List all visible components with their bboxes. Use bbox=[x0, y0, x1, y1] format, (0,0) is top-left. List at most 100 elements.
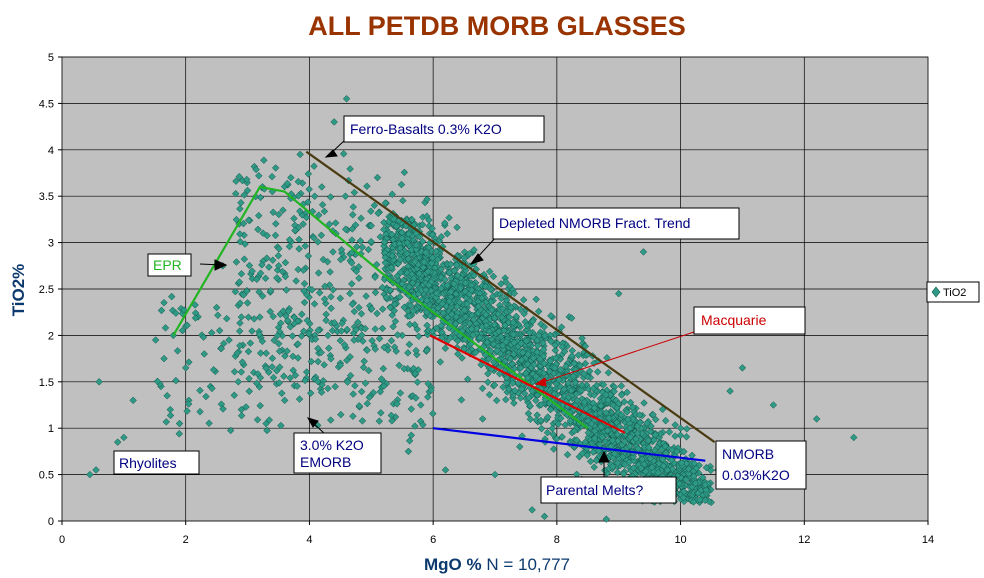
y-axis-label: TiO2% bbox=[9, 264, 28, 317]
data-point bbox=[303, 316, 312, 325]
data-point bbox=[584, 429, 593, 437]
data-point bbox=[428, 231, 437, 239]
data-point bbox=[540, 359, 549, 368]
data-point bbox=[484, 378, 492, 386]
data-point bbox=[405, 437, 414, 445]
data-point bbox=[404, 447, 413, 456]
data-point bbox=[467, 286, 476, 294]
data-point bbox=[295, 235, 303, 244]
data-point bbox=[441, 466, 450, 474]
data-point bbox=[446, 334, 455, 342]
data-point bbox=[388, 417, 396, 425]
data-point bbox=[460, 254, 469, 262]
data-point bbox=[232, 215, 241, 224]
data-point bbox=[350, 188, 359, 197]
data-point bbox=[419, 421, 427, 429]
data-point bbox=[597, 423, 605, 431]
data-point bbox=[573, 436, 581, 444]
annotation-epr: EPR bbox=[147, 253, 192, 277]
trend-line bbox=[305, 150, 716, 443]
data-point bbox=[387, 336, 396, 345]
trend-lines bbox=[172, 150, 716, 462]
data-point bbox=[390, 300, 399, 309]
data-point bbox=[427, 386, 435, 394]
data-point bbox=[563, 450, 572, 459]
data-point bbox=[397, 180, 406, 189]
data-point bbox=[508, 360, 516, 368]
data-point bbox=[389, 235, 397, 244]
data-point bbox=[371, 345, 380, 353]
data-point bbox=[482, 310, 490, 319]
annotation-nmorb-line2: 0.03%K2O bbox=[722, 467, 790, 483]
data-point bbox=[395, 361, 403, 370]
data-point bbox=[424, 267, 432, 276]
data-point bbox=[443, 313, 452, 322]
data-point bbox=[497, 280, 505, 288]
data-point bbox=[286, 323, 295, 331]
data-point bbox=[532, 372, 540, 381]
data-point bbox=[263, 426, 271, 435]
data-point bbox=[304, 252, 313, 260]
data-point bbox=[234, 378, 243, 386]
data-point bbox=[265, 263, 273, 271]
data-point bbox=[423, 296, 431, 305]
data-point bbox=[702, 463, 711, 472]
data-point bbox=[376, 233, 385, 241]
data-point bbox=[667, 456, 676, 464]
data-point bbox=[236, 299, 244, 307]
data-point bbox=[517, 356, 526, 364]
data-point bbox=[470, 315, 478, 324]
data-point bbox=[237, 270, 246, 278]
data-point bbox=[175, 430, 184, 438]
data-point bbox=[336, 336, 345, 345]
data-point bbox=[295, 395, 304, 403]
data-point bbox=[330, 319, 339, 327]
data-point bbox=[570, 427, 579, 435]
data-point bbox=[492, 396, 501, 405]
data-point bbox=[269, 312, 277, 321]
data-point bbox=[411, 257, 419, 266]
data-point bbox=[523, 374, 532, 382]
data-point bbox=[358, 331, 366, 339]
data-point bbox=[443, 229, 452, 238]
data-point bbox=[341, 192, 350, 200]
data-point bbox=[393, 400, 401, 408]
data-point bbox=[371, 273, 379, 281]
data-point bbox=[348, 211, 357, 219]
data-point bbox=[305, 329, 313, 338]
data-point bbox=[231, 189, 240, 198]
data-point bbox=[533, 348, 541, 357]
data-point bbox=[233, 349, 241, 357]
data-point bbox=[408, 215, 416, 224]
data-point bbox=[477, 360, 485, 369]
data-point bbox=[172, 376, 180, 385]
data-point bbox=[352, 267, 361, 276]
data-point bbox=[567, 314, 576, 322]
data-point bbox=[230, 391, 239, 400]
data-point bbox=[184, 400, 193, 408]
data-point bbox=[336, 294, 345, 303]
data-point bbox=[317, 388, 326, 397]
data-point bbox=[522, 337, 531, 345]
data-point bbox=[241, 240, 249, 248]
data-point bbox=[589, 384, 597, 393]
data-point bbox=[268, 256, 277, 264]
data-point bbox=[498, 313, 506, 322]
data-point bbox=[450, 280, 458, 288]
data-point bbox=[424, 393, 432, 401]
data-point bbox=[86, 470, 94, 479]
data-point bbox=[526, 402, 534, 410]
annotation-nmorb: NMORB 0.03%K2O bbox=[715, 440, 807, 490]
data-point bbox=[281, 272, 290, 281]
data-point bbox=[530, 361, 538, 369]
data-point bbox=[423, 346, 431, 355]
data-point bbox=[381, 253, 389, 262]
data-point bbox=[310, 162, 318, 170]
data-point bbox=[348, 236, 356, 244]
data-point bbox=[328, 326, 337, 335]
data-point bbox=[278, 332, 287, 340]
data-point bbox=[547, 312, 555, 320]
data-point bbox=[254, 211, 263, 220]
annotation-ferro-basalts-text: Ferro-Basalts 0.3% K2O bbox=[350, 121, 502, 137]
data-point bbox=[525, 329, 534, 337]
